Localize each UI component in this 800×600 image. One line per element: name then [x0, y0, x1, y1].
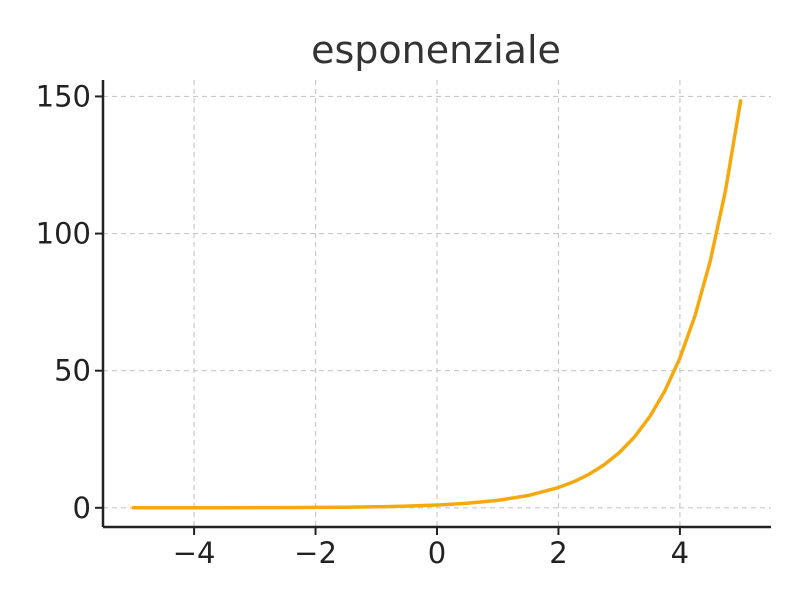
- y-tick-label: 150: [36, 79, 91, 113]
- chart-title: esponenziale: [311, 28, 561, 72]
- series-line: [131, 99, 743, 510]
- series-layer: [131, 99, 743, 510]
- x-tick-label: 2: [549, 536, 567, 570]
- x-tick-label: −2: [294, 536, 337, 570]
- ticks-layer: −4 −2 0 2 4 0 50 100 150: [36, 79, 689, 570]
- y-tick-label: 0: [73, 491, 91, 525]
- y-tick-label: 50: [54, 354, 91, 388]
- y-tick-label: 100: [36, 217, 91, 251]
- x-tick-label: −4: [173, 536, 216, 570]
- x-tick-label: 0: [428, 536, 446, 570]
- grid-layer: [103, 80, 771, 527]
- x-tick-label: 4: [671, 536, 689, 570]
